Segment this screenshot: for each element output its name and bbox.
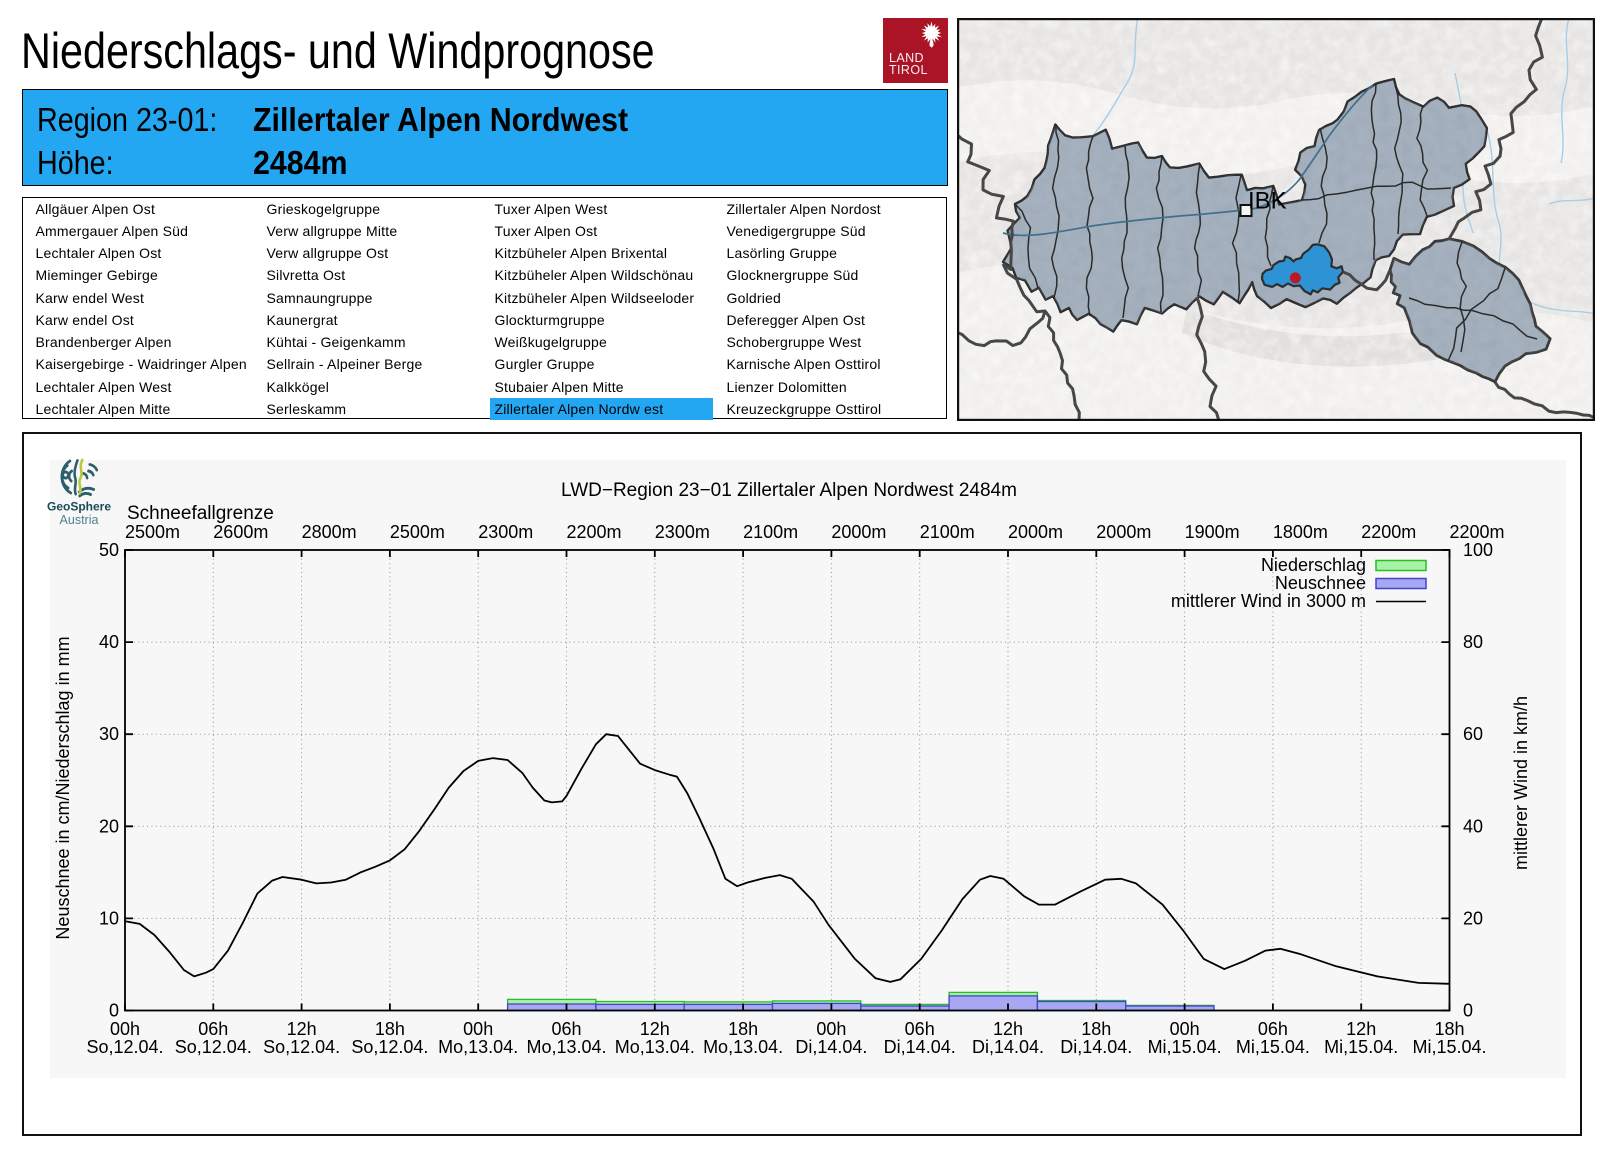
svg-text:06h: 06h: [1258, 1019, 1288, 1039]
svg-text:LWD−Region 23−01 Zillertaler A: LWD−Region 23−01 Zillertaler Alpen Nordw…: [561, 480, 1017, 501]
svg-text:18h: 18h: [1434, 1019, 1464, 1039]
svg-text:So,12.04.: So,12.04.: [263, 1037, 340, 1057]
svg-text:Mo,13.04.: Mo,13.04.: [615, 1037, 695, 1057]
svg-text:Di,14.04.: Di,14.04.: [972, 1037, 1044, 1057]
svg-text:2800m: 2800m: [302, 522, 357, 542]
svg-text:1800m: 1800m: [1273, 522, 1328, 542]
svg-text:2000m: 2000m: [831, 522, 886, 542]
svg-text:12h: 12h: [640, 1019, 670, 1039]
svg-text:18h: 18h: [1081, 1019, 1111, 1039]
svg-text:Di,14.04.: Di,14.04.: [884, 1037, 956, 1057]
svg-text:Di,14.04.: Di,14.04.: [795, 1037, 867, 1057]
svg-text:2200m: 2200m: [1361, 522, 1416, 542]
svg-text:So,12.04.: So,12.04.: [175, 1037, 252, 1057]
svg-text:06h: 06h: [905, 1019, 935, 1039]
svg-text:2500m: 2500m: [125, 522, 180, 542]
svg-text:40: 40: [1463, 816, 1483, 836]
svg-text:mittlerer Wind in 3000 m: mittlerer Wind in 3000 m: [1171, 591, 1366, 611]
svg-text:60: 60: [1463, 724, 1483, 744]
svg-text:06h: 06h: [551, 1019, 581, 1039]
svg-text:Neuschnee: Neuschnee: [1275, 573, 1366, 593]
svg-text:50: 50: [99, 540, 119, 560]
svg-text:30: 30: [99, 724, 119, 744]
svg-text:40: 40: [99, 632, 119, 652]
svg-text:80: 80: [1463, 632, 1483, 652]
svg-text:0: 0: [109, 1001, 119, 1021]
svg-text:Mo,13.04.: Mo,13.04.: [703, 1037, 783, 1057]
svg-text:2000m: 2000m: [1096, 522, 1151, 542]
svg-text:2600m: 2600m: [213, 522, 268, 542]
svg-text:12h: 12h: [287, 1019, 317, 1039]
svg-text:Di,14.04.: Di,14.04.: [1060, 1037, 1132, 1057]
svg-text:Mi,15.04.: Mi,15.04.: [1148, 1037, 1222, 1057]
svg-text:Mi,15.04.: Mi,15.04.: [1324, 1037, 1398, 1057]
svg-text:Mi,15.04.: Mi,15.04.: [1236, 1037, 1310, 1057]
svg-text:So,12.04.: So,12.04.: [351, 1037, 428, 1057]
svg-text:2100m: 2100m: [920, 522, 975, 542]
svg-text:2500m: 2500m: [390, 522, 445, 542]
svg-text:Austria: Austria: [60, 513, 99, 527]
svg-text:2000m: 2000m: [1008, 522, 1063, 542]
svg-text:IBK: IBK: [1248, 188, 1287, 215]
svg-text:2200m: 2200m: [1450, 522, 1505, 542]
svg-text:Niederschlag: Niederschlag: [1261, 555, 1366, 575]
svg-text:Neuschnee in cm/Niederschlag i: Neuschnee in cm/Niederschlag in mm: [53, 636, 73, 939]
svg-text:20: 20: [1463, 908, 1483, 928]
svg-text:100: 100: [1463, 540, 1493, 560]
svg-text:00h: 00h: [816, 1019, 846, 1039]
svg-text:2300m: 2300m: [655, 522, 710, 542]
svg-text:00h: 00h: [1170, 1019, 1200, 1039]
svg-text:Mi,15.04.: Mi,15.04.: [1412, 1037, 1486, 1057]
svg-text:10: 10: [99, 908, 119, 928]
svg-text:Mo,13.04.: Mo,13.04.: [526, 1037, 606, 1057]
svg-text:20: 20: [99, 816, 119, 836]
svg-text:Schneefallgrenze: Schneefallgrenze: [127, 503, 274, 524]
svg-text:18h: 18h: [728, 1019, 758, 1039]
svg-text:2100m: 2100m: [743, 522, 798, 542]
svg-text:06h: 06h: [198, 1019, 228, 1039]
svg-text:GeoSphere: GeoSphere: [47, 500, 111, 514]
svg-text:mittlerer Wind in km/h: mittlerer Wind in km/h: [1511, 696, 1531, 870]
svg-text:00h: 00h: [463, 1019, 493, 1039]
svg-text:1900m: 1900m: [1185, 522, 1240, 542]
svg-text:18h: 18h: [375, 1019, 405, 1039]
svg-text:0: 0: [1463, 1001, 1473, 1021]
svg-text:2300m: 2300m: [478, 522, 533, 542]
svg-text:00h: 00h: [110, 1019, 140, 1039]
svg-text:12h: 12h: [993, 1019, 1023, 1039]
svg-text:2200m: 2200m: [567, 522, 622, 542]
svg-text:So,12.04.: So,12.04.: [86, 1037, 163, 1057]
svg-text:12h: 12h: [1346, 1019, 1376, 1039]
svg-text:Mo,13.04.: Mo,13.04.: [438, 1037, 518, 1057]
